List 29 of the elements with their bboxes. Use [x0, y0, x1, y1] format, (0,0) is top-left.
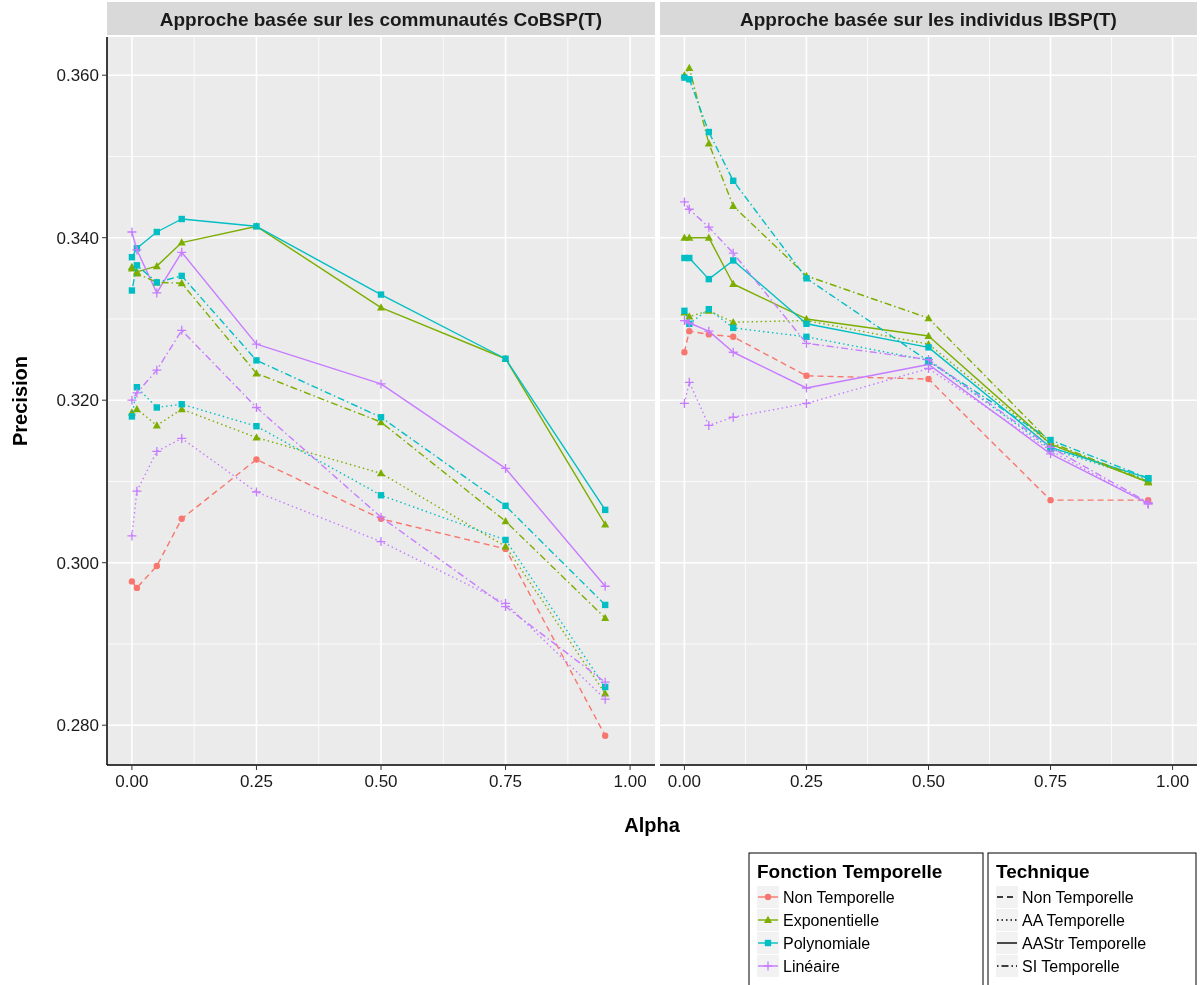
x-tick-label: 0.25 [239, 772, 273, 791]
x-tick-label: 0.00 [667, 772, 701, 791]
legend-label: Non Temporelle [1022, 889, 1134, 906]
x-tick-label: 1.00 [613, 772, 647, 791]
legend-label: Polynomiale [783, 935, 871, 952]
y-axis-title: Precision [9, 355, 31, 447]
legend-title: Technique [996, 861, 1090, 882]
y-tick-label: 0.320 [56, 391, 99, 411]
legend-label: AA Temporelle [1022, 912, 1125, 929]
legend-label: AAStr Temporelle [1022, 935, 1147, 952]
y-tick-label: 0.300 [56, 553, 99, 573]
x-tick-label: 0.00 [115, 772, 149, 791]
x-tick-label: 1.00 [1156, 772, 1190, 791]
legend-label: SI Temporelle [1022, 958, 1120, 975]
y-tick-label: 0.280 [56, 716, 99, 736]
y-tick-label: 0.360 [56, 66, 99, 86]
legend-label: Exponentielle [783, 912, 880, 929]
x-tick-label: 0.75 [1034, 772, 1068, 791]
legend-label: Linéaire [783, 958, 841, 975]
chart-title: Approche basée sur les communautés CoBSP(T) [159, 9, 603, 30]
x-axis-title: Alpha [624, 814, 681, 836]
chart-title: Approche basée sur les individus IBSP(T) [740, 9, 1117, 30]
y-tick-label: 0.340 [56, 228, 99, 248]
x-tick-label: 0.50 [911, 772, 946, 791]
legend-label: Non Temporelle [783, 889, 895, 906]
legend-title: Fonction Temporelle [757, 861, 943, 882]
x-tick-label: 0.25 [789, 772, 823, 791]
x-tick-label: 0.50 [364, 772, 398, 791]
x-tick-label: 0.75 [489, 772, 523, 791]
